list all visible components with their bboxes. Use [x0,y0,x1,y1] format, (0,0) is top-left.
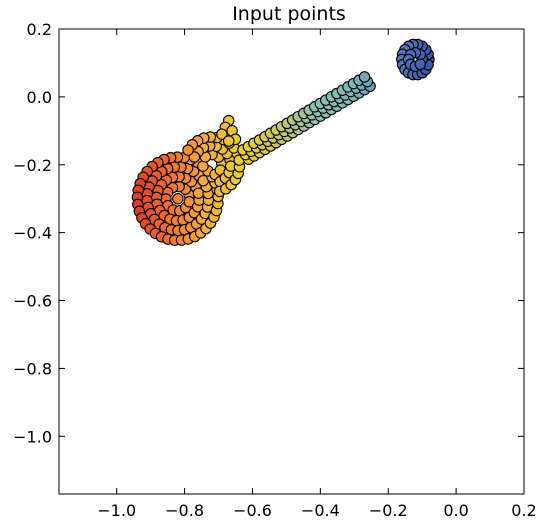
scatter-point [222,135,235,147]
y-axis-ticks: 0.2 0.0 −0.2 −0.4 −0.6 −0.8 −1.0 [13,20,524,446]
y-tick-label: −0.2 [13,156,52,175]
scatter-point [182,144,194,156]
y-tick-label: 0.0 [27,88,52,107]
y-tick-label: −0.8 [13,359,52,378]
y-tick-label: −0.6 [13,292,52,311]
scatter-point [197,160,209,172]
x-tick-label: −0.4 [301,501,340,520]
x-tick-label: −1.0 [97,501,136,520]
scatter-point [414,58,426,71]
x-axis-ticks: −1.0 −0.8 −0.6 −0.4 −0.2 0.0 0.2 [97,29,537,520]
scatter-point [172,192,184,205]
scatter-point [216,128,228,140]
plot-frame [58,28,525,495]
y-tick-label: −1.0 [13,427,52,446]
y-tick-label: −0.4 [13,224,52,243]
chart-title: Input points [232,3,346,25]
x-tick-label: 0.2 [511,501,536,520]
x-tick-label: −0.6 [233,501,272,520]
x-tick-label: 0.0 [443,501,468,520]
y-tick-label: 0.2 [27,20,52,39]
points-layer [131,38,435,246]
scatter-point [358,71,371,83]
x-tick-label: −0.8 [165,501,204,520]
x-tick-label: −0.2 [369,501,408,520]
